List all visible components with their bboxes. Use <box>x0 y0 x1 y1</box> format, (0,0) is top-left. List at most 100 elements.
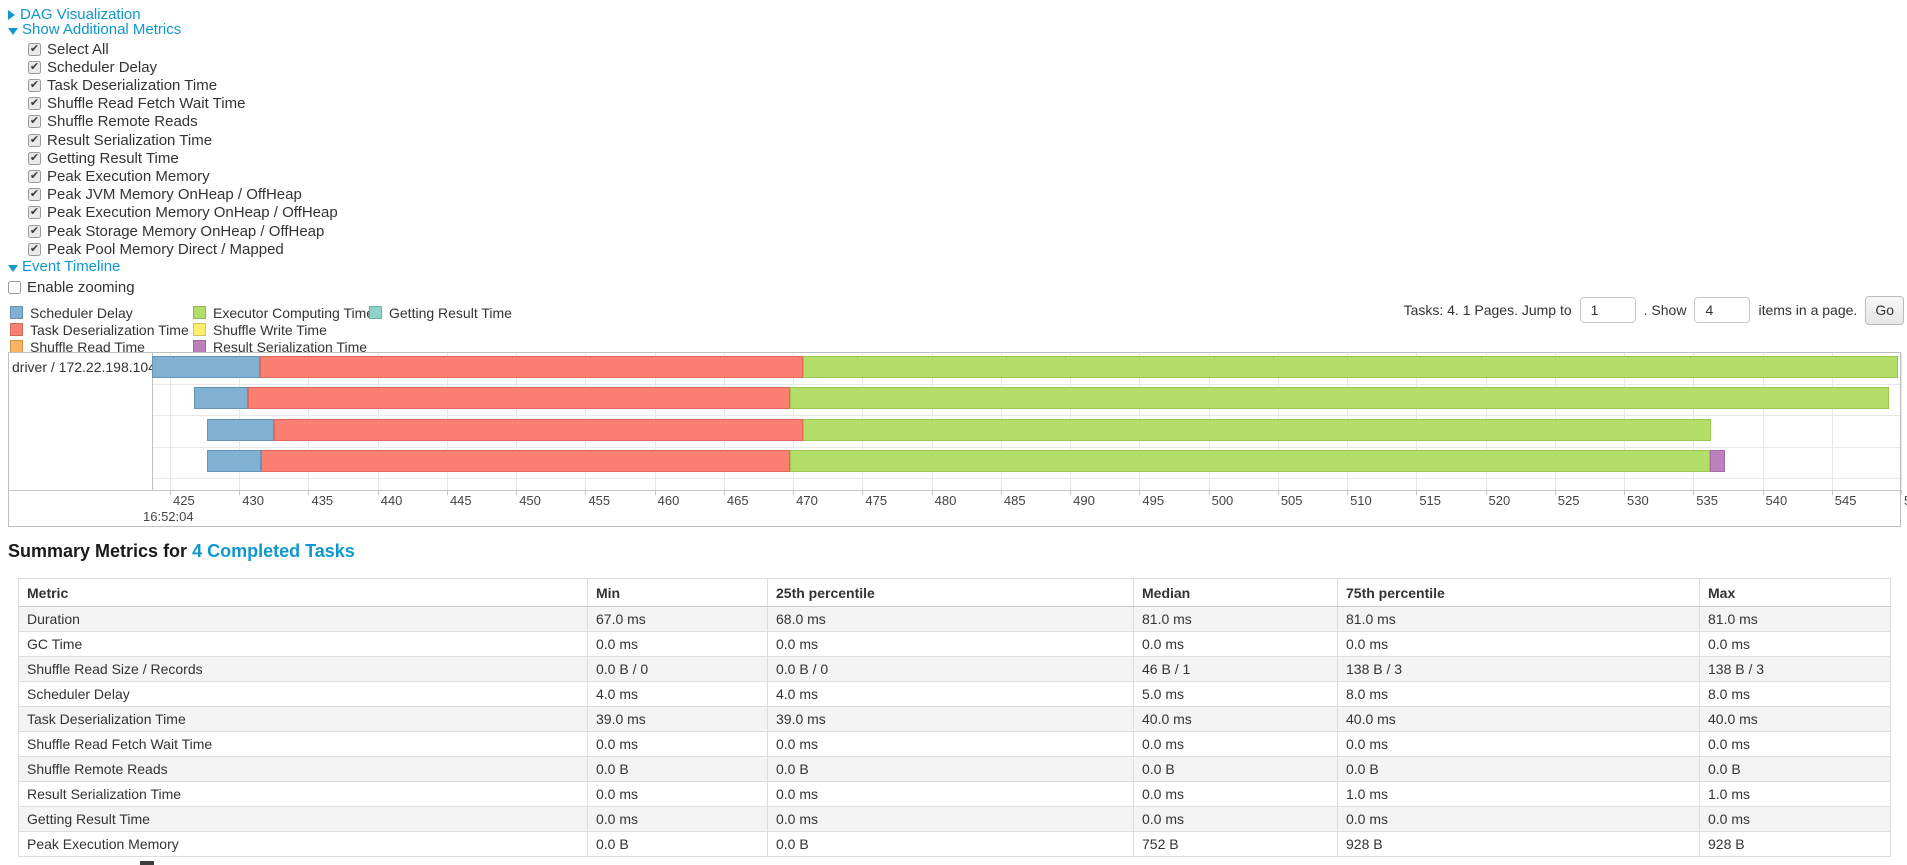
completed-tasks-link[interactable]: 4 Completed Tasks <box>192 541 355 561</box>
timeline-tick-label: 455 <box>588 493 611 508</box>
checkbox-task-deserialization-time[interactable]: ✔ <box>28 78 41 92</box>
dag-visualization-link[interactable]: DAG Visualization <box>8 6 141 23</box>
task-bar-segment-task-deserialization[interactable] <box>273 419 803 441</box>
legend-label: Task Deserialization Time <box>30 321 189 338</box>
metric-value: 0.0 ms <box>767 781 1134 807</box>
timeline-row-separator <box>152 446 1900 448</box>
metric-value: 0.0 ms <box>1133 806 1338 832</box>
timeline-axis-line <box>9 490 1900 491</box>
go-button[interactable]: Go <box>1865 295 1904 325</box>
metrics-checkbox-row: ✔ Peak JVM Memory OnHeap / OffHeap <box>28 186 302 204</box>
task-bar-segment-task-deserialization[interactable] <box>260 356 803 378</box>
timeline-gridline <box>170 353 171 490</box>
task-bar-segment-result-serialization[interactable] <box>1709 450 1726 472</box>
metric-value: 0.0 ms <box>1699 806 1891 832</box>
metric-value: 8.0 ms <box>1337 681 1700 707</box>
metric-name: Duration <box>18 606 588 632</box>
metric-value: 0.0 B / 0 <box>587 656 768 682</box>
checkbox-peak-pool-memory-direct-mapped[interactable]: ✔ <box>28 242 41 256</box>
task-bar-segment-scheduler-delay[interactable] <box>207 450 262 472</box>
task-bar-segment-task-deserialization[interactable] <box>247 387 791 409</box>
metric-value: 138 B / 3 <box>1699 656 1891 682</box>
timeline-tick-label: 525 <box>1557 493 1580 508</box>
legend-label: Result Serialization Time <box>213 338 368 355</box>
task-bar-segment-executor-computing[interactable] <box>790 387 1889 409</box>
timeline-tick <box>1208 490 1210 495</box>
metrics-checkbox-row: ✔ Getting Result Time <box>28 149 179 167</box>
checkbox-scheduler-delay[interactable]: ✔ <box>28 60 41 74</box>
checkbox-select-all[interactable]: ✔ <box>28 42 41 56</box>
event-timeline-label[interactable]: Event Timeline <box>22 258 121 275</box>
dag-visualization-label[interactable]: DAG Visualization <box>20 6 141 23</box>
checkbox-label-peak-execution-memory-onheap-offheap: Peak Execution Memory OnHeap / OffHeap <box>47 204 338 222</box>
metrics-checkbox-row: ✔ Shuffle Remote Reads <box>28 113 198 131</box>
pagination-middle: . Show <box>1643 302 1687 318</box>
show-additional-metrics-link[interactable]: Show Additional Metrics <box>8 21 181 38</box>
metric-value: 0.0 ms <box>587 781 768 807</box>
task-bar-segment-task-deserialization[interactable] <box>261 450 791 472</box>
task-bar-segment-executor-computing[interactable] <box>802 419 1712 441</box>
metrics-checkbox-row: ✔ Peak Execution Memory OnHeap / OffHeap <box>28 204 338 222</box>
metric-name: Scheduler Delay <box>18 681 588 707</box>
checkbox-label-scheduler-delay: Scheduler Delay <box>47 58 158 76</box>
timeline-tick-label: 505 <box>1280 493 1303 508</box>
column-header-max: Max <box>1699 578 1891 607</box>
metric-value: 0.0 ms <box>767 631 1134 657</box>
metric-value: 0.0 ms <box>1337 806 1700 832</box>
checkbox-getting-result-time[interactable]: ✔ <box>28 151 41 165</box>
checkbox-label-result-serialization-time: Result Serialization Time <box>47 131 213 149</box>
task-bar-segment-scheduler-delay[interactable] <box>152 356 260 378</box>
checkbox-peak-execution-memory-onheap-offheap[interactable]: ✔ <box>28 206 41 220</box>
metric-value: 138 B / 3 <box>1337 656 1700 682</box>
checkbox-peak-storage-memory-onheap-offheap[interactable]: ✔ <box>28 224 41 238</box>
metric-value: 0.0 B <box>767 756 1134 782</box>
metric-value: 752 B <box>1133 831 1338 857</box>
metrics-checkbox-row: ✔ Peak Storage Memory OnHeap / OffHeap <box>28 222 324 240</box>
enable-zooming-checkbox[interactable] <box>8 280 21 294</box>
legend-label: Shuffle Write Time <box>213 321 327 338</box>
task-bar-segment-scheduler-delay[interactable] <box>207 419 274 441</box>
timeline-row-separator <box>152 415 1900 416</box>
metric-value: 928 B <box>1699 831 1891 857</box>
legend-swatch-executor-computing-time <box>193 306 206 319</box>
timeline-tick <box>1416 490 1418 495</box>
legend-item-scheduler-delay: Scheduler Delay <box>10 305 133 321</box>
checkbox-peak-execution-memory[interactable]: ✔ <box>28 169 41 183</box>
task-bar-segment-executor-computing[interactable] <box>802 356 1899 378</box>
jump-to-page-input[interactable] <box>1579 297 1636 323</box>
metrics-checkbox-row: ✔ Peak Pool Memory Direct / Mapped <box>28 240 284 258</box>
timeline-tick-label: 530 <box>1627 493 1649 508</box>
show-additional-metrics-label[interactable]: Show Additional Metrics <box>22 21 182 38</box>
metric-row-scheduler-delay: Scheduler Delay 4.0 ms 4.0 ms 5.0 ms 8.0 ms 8… <box>18 681 1891 707</box>
metric-value: 67.0 ms <box>587 606 768 632</box>
checkbox-label-peak-jvm-memory-onheap-offheap: Peak JVM Memory OnHeap / OffHeap <box>47 186 302 204</box>
checkbox-shuffle-remote-reads[interactable]: ✔ <box>28 115 41 129</box>
checkbox-label-peak-execution-memory: Peak Execution Memory <box>47 167 210 185</box>
timeline-tick-label: 460 <box>657 493 680 508</box>
metrics-checkbox-row: ✔ Shuffle Read Fetch Wait Time <box>28 95 245 113</box>
event-timeline-link[interactable]: Event Timeline <box>8 258 120 275</box>
timeline-row-separator <box>152 478 1900 479</box>
timeline-tick <box>239 490 241 495</box>
checkbox-result-serialization-time[interactable]: ✔ <box>28 133 41 147</box>
timeline-tick-label: 490 <box>1073 493 1095 508</box>
timeline-base-time-label: 16:52:04 <box>143 509 194 524</box>
timeline-tick-label: 435 <box>311 493 334 508</box>
metric-row-gc-time: GC Time 0.0 ms 0.0 ms 0.0 ms 0.0 ms 0.0 ms <box>18 631 1891 657</box>
metric-value: 81.0 ms <box>1133 606 1338 632</box>
checkbox-peak-jvm-memory-onheap-offheap[interactable]: ✔ <box>28 188 41 202</box>
timeline-tick <box>723 490 725 495</box>
metric-value: 40.0 ms <box>1699 706 1891 732</box>
items-per-page-input[interactable] <box>1694 297 1751 323</box>
task-bar-segment-scheduler-delay[interactable] <box>193 387 248 409</box>
expanded-arrow-icon <box>8 28 18 35</box>
legend-item-getting-result-time: Getting Result Time <box>369 305 512 321</box>
timeline-tick <box>1485 490 1487 495</box>
metric-value: 0.0 ms <box>1337 731 1700 757</box>
task-bar-segment-executor-computing[interactable] <box>790 450 1710 472</box>
checkbox-shuffle-read-fetch-wait-time[interactable]: ✔ <box>28 97 41 111</box>
metric-value: 0.0 B <box>767 831 1134 857</box>
metric-value: 0.0 ms <box>1133 731 1338 757</box>
legend-label: Shuffle Read Time <box>30 338 145 355</box>
metric-value: 1.0 ms <box>1337 781 1700 807</box>
